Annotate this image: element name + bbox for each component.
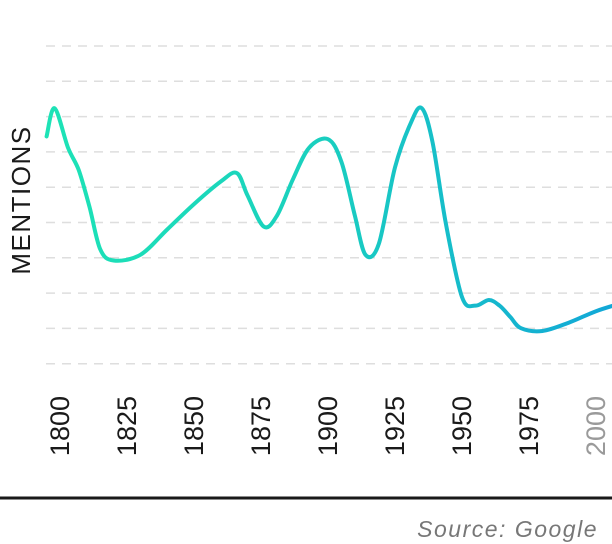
y-axis-label: MENTIONS bbox=[6, 125, 36, 274]
x-tick-label: 1800 bbox=[45, 396, 75, 456]
x-axis-ticks: 1800 1825 1850 1875 1900 1925 1950 1975 2000 bbox=[45, 396, 611, 456]
series-line bbox=[44, 105, 612, 334]
x-tick-label: 1925 bbox=[380, 396, 410, 456]
x-tick-label: 1950 bbox=[447, 396, 477, 456]
x-tick-label: 1825 bbox=[112, 396, 142, 456]
source-label: Source: Google bbox=[417, 516, 598, 542]
x-tick-label: 1850 bbox=[179, 396, 209, 456]
grid-lines bbox=[46, 45, 612, 365]
x-tick-label: 2000 bbox=[581, 396, 611, 456]
x-tick-label: 1900 bbox=[313, 396, 343, 456]
x-tick-label: 1975 bbox=[514, 396, 544, 456]
x-tick-label: 1875 bbox=[246, 396, 276, 456]
